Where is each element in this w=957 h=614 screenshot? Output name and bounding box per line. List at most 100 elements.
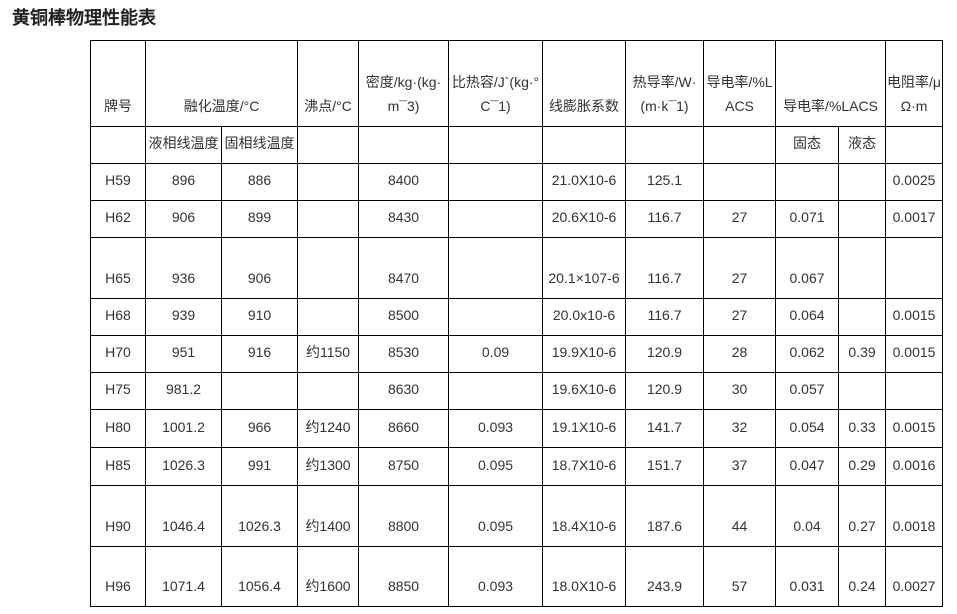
- table-cell: H80: [90, 409, 146, 448]
- table-cell: [885, 237, 944, 299]
- table-cell: 0.093: [448, 546, 544, 607]
- table-cell: 243.9: [625, 546, 705, 607]
- table-cell: 8470: [358, 237, 450, 299]
- table-cell: 991: [220, 447, 299, 486]
- table-cell: 8430: [358, 200, 450, 238]
- table-cell: 20.1×107-6: [542, 237, 627, 299]
- header-conductivity: 导电率/%LACS: [703, 40, 777, 127]
- table-cell: H68: [90, 298, 146, 336]
- table-row: H62 906 899 8430 20.6X10-6 116.7 27 0.071 0.0017: [90, 200, 944, 238]
- header-solidus: 固相线温度: [220, 126, 299, 164]
- table-cell: 0.064: [775, 298, 840, 336]
- table-cell: 27: [703, 237, 777, 299]
- table-cell: 151.7: [625, 447, 705, 486]
- table-cell: 0.04: [775, 485, 840, 547]
- header-melting: 融化温度/°C: [144, 40, 299, 127]
- table-cell: 37: [703, 447, 777, 486]
- table-cell: 141.7: [625, 409, 705, 448]
- table-cell: [297, 163, 360, 201]
- table-cell: [448, 200, 544, 238]
- table-cell: 0.062: [775, 335, 840, 373]
- table-cell: 27: [703, 200, 777, 238]
- empty-cell: [703, 126, 777, 164]
- table-cell: [448, 237, 544, 299]
- table-cell: 0.067: [775, 237, 840, 299]
- table-cell: [885, 372, 944, 410]
- table-cell: 0.29: [838, 447, 887, 486]
- table-cell: 27: [703, 298, 777, 336]
- table-cell: 125.1: [625, 163, 705, 201]
- table-cell: 1071.4: [145, 546, 222, 607]
- table-cell: 57: [703, 546, 777, 607]
- table-cell: 8530: [358, 335, 450, 373]
- table-cell: [703, 163, 777, 201]
- table-cell: 1046.4: [145, 485, 222, 547]
- table-cell: [838, 163, 887, 201]
- table-cell: H85: [90, 447, 146, 486]
- table-cell: 120.9: [625, 372, 705, 410]
- table-cell: 0.0027: [885, 546, 944, 607]
- table-cell: [448, 298, 544, 336]
- table-cell: 916: [220, 335, 299, 373]
- table-cell: 116.7: [625, 298, 705, 336]
- table-cell: 约1600: [297, 546, 360, 607]
- table-cell: 28: [703, 335, 777, 373]
- table-cell: 896: [145, 163, 222, 201]
- table-cell: 18.7X10-6: [542, 447, 627, 486]
- table-cell: 910: [220, 298, 299, 336]
- table-cell: 18.0X10-6: [542, 546, 627, 607]
- header-liquid: 液态: [838, 126, 887, 164]
- table-row: H75 981.2 8630 19.6X10-6 120.9 30 0.057: [90, 372, 944, 410]
- table-cell: 0.031: [775, 546, 840, 607]
- table-cell: H70: [90, 335, 146, 373]
- table-cell: 8800: [358, 485, 450, 547]
- table-cell: 19.6X10-6: [542, 372, 627, 410]
- table-cell: [297, 372, 360, 410]
- table-cell: 18.4X10-6: [542, 485, 627, 547]
- table-cell: 0.071: [775, 200, 840, 238]
- header-expansion: 线膨胀系数: [542, 40, 627, 127]
- table-cell: 0.047: [775, 447, 840, 486]
- table-cell: 116.7: [625, 237, 705, 299]
- table-cell: [838, 200, 887, 238]
- table-cell: 906: [220, 237, 299, 299]
- empty-cell: [625, 126, 705, 164]
- table-cell: 44: [703, 485, 777, 547]
- table-cell: [838, 372, 887, 410]
- table-cell: 0.054: [775, 409, 840, 448]
- brass-properties-table: 牌号 融化温度/°C 沸点/°C 密度/kg·(kg·m¯3) 比热容/J`(k…: [90, 40, 944, 607]
- table-cell: 1026.3: [145, 447, 222, 486]
- header-grade: 牌号: [90, 40, 146, 127]
- table-cell: [297, 237, 360, 299]
- table-cell: 0.0016: [885, 447, 944, 486]
- table-cell: 0.0018: [885, 485, 944, 547]
- table-cell: 1026.3: [220, 485, 299, 547]
- table-cell: 0.27: [838, 485, 887, 547]
- header-resistivity: 电阻率/μΩ·m: [885, 40, 944, 127]
- empty-cell: [885, 126, 944, 164]
- empty-cell: [358, 126, 450, 164]
- table-cell: 8660: [358, 409, 450, 448]
- table-cell: [297, 298, 360, 336]
- page-title: 黄铜棒物理性能表: [12, 8, 156, 28]
- empty-cell: [297, 126, 360, 164]
- table-cell: 966: [220, 409, 299, 448]
- header-boiling: 沸点/°C: [297, 40, 360, 127]
- table-cell: 906: [145, 200, 222, 238]
- table-cell: 981.2: [145, 372, 222, 410]
- table-cell: [448, 163, 544, 201]
- table-cell: 0.24: [838, 546, 887, 607]
- table-cell: [448, 372, 544, 410]
- table-row: H70 951 916 约1150 8530 0.09 19.9X10-6 120.9 28 0.…: [90, 335, 944, 373]
- table-cell: 0.095: [448, 485, 544, 547]
- table-cell: 19.1X10-6: [542, 409, 627, 448]
- table-row: H96 1071.4 1056.4 约1600 8850 0.093 18.0X10-6 24…: [90, 546, 944, 607]
- header-liquidus: 液相线温度: [145, 126, 222, 164]
- table-cell: 约1150: [297, 335, 360, 373]
- table-cell: 939: [145, 298, 222, 336]
- table-cell: 951: [145, 335, 222, 373]
- subheader-row: 液相线温度 固相线温度 固态 液态: [90, 126, 944, 164]
- table-cell: 0.057: [775, 372, 840, 410]
- table-cell: 886: [220, 163, 299, 201]
- table-cell: [775, 163, 840, 201]
